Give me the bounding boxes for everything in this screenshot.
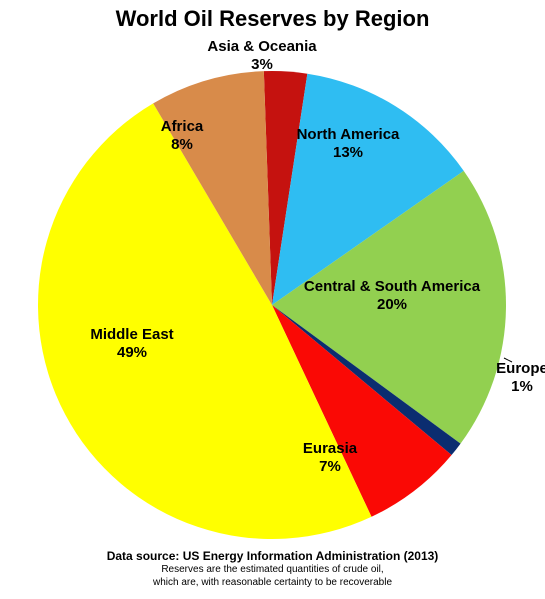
chart-title-text: World Oil Reserves by Region [116,6,430,31]
footer-line1: Data source: US Energy Information Admin… [0,549,545,564]
slice-label: Africa8% [161,118,204,154]
slice-label-value: 20% [304,296,480,314]
slice-label-value: 8% [161,136,204,154]
slice-label-name: Europe [496,360,545,378]
chart-footer: Data source: US Energy Information Admin… [0,549,545,589]
chart-title: World Oil Reserves by Region [0,6,545,32]
slice-label-name: Africa [161,118,204,136]
footer-line2: Reserves are the estimated quantities of… [0,564,545,577]
slice-label-value: 13% [297,144,400,162]
slice-label-name: Asia & Oceania [207,38,316,56]
slice-label-name: Central & South America [304,278,480,296]
slice-label: Central & South America20% [304,278,480,314]
slice-label-name: Eurasia [303,440,357,458]
slice-label: North America13% [297,126,400,162]
slice-label: Asia & Oceania3% [207,38,316,74]
slice-label-value: 7% [303,458,357,476]
slice-label-value: 1% [496,378,545,396]
slice-label: Europe1% [496,360,545,396]
pie-chart-container: World Oil Reserves by Region Asia & Ocea… [0,0,545,599]
slice-label-name: Middle East [90,326,173,344]
footer-line3: which are, with reasonable certainty to … [0,577,545,590]
slice-label-value: 49% [90,344,173,362]
slice-label-value: 3% [207,56,316,74]
slice-label: Middle East49% [90,326,173,362]
slice-label: Eurasia7% [303,440,357,476]
slice-label-name: North America [297,126,400,144]
